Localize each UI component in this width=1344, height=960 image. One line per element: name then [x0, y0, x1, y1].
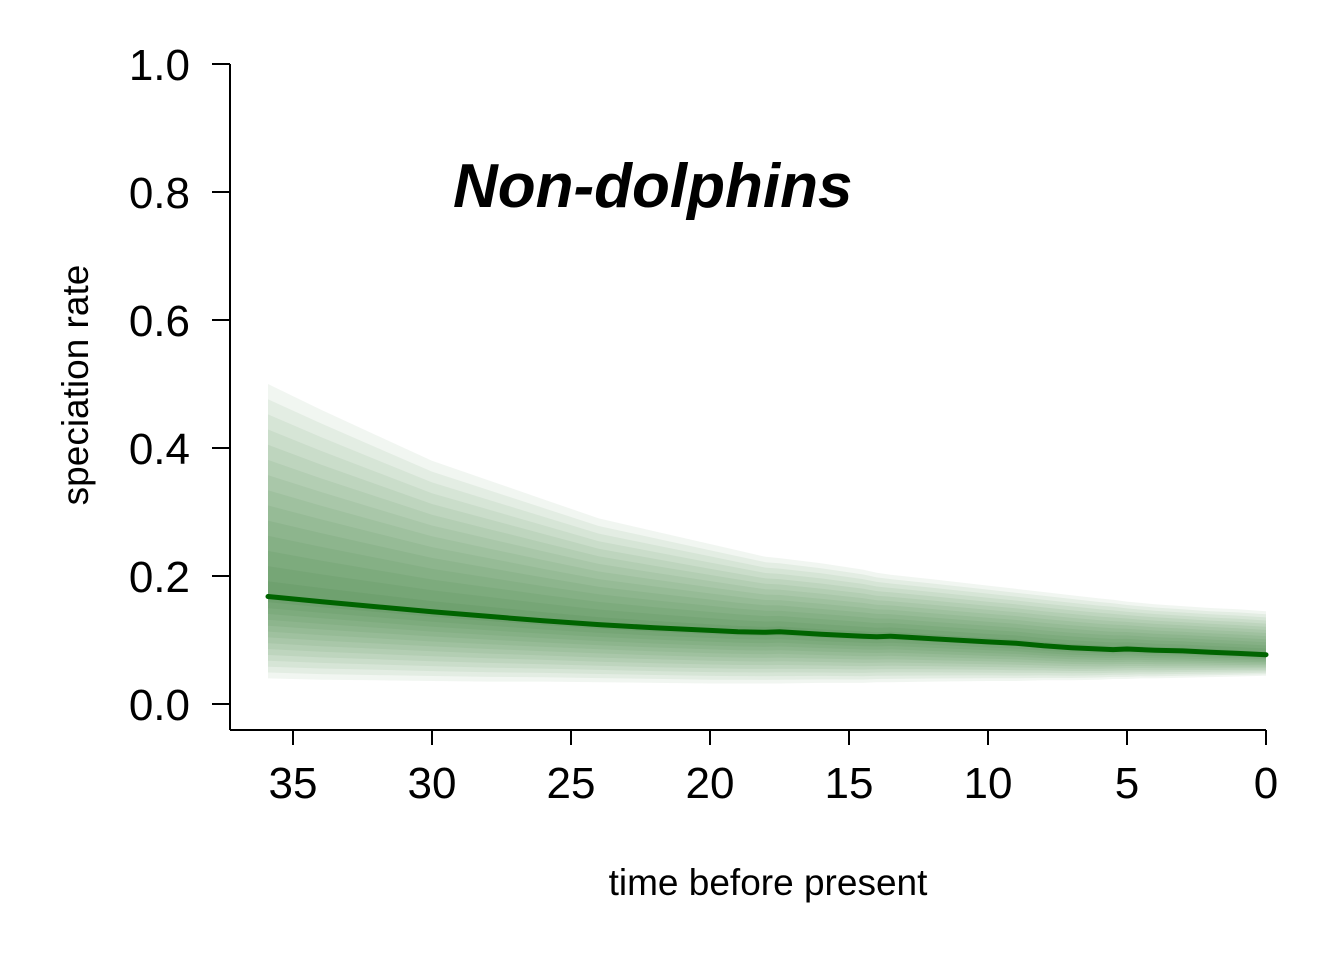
- y-tick-label: 0.0: [129, 681, 190, 730]
- x-tick-label: 10: [964, 759, 1013, 808]
- y-tick-label: 0.8: [129, 169, 190, 218]
- x-axis-label: time before present: [609, 862, 929, 903]
- y-tick-label: 0.4: [129, 425, 190, 474]
- y-tick-label: 1.0: [129, 41, 190, 90]
- uncertainty-band-layer: [268, 429, 1266, 674]
- x-tick-label: 5: [1115, 759, 1139, 808]
- uncertainty-band-layer: [268, 535, 1266, 661]
- y-axis-label: speciation rate: [55, 265, 96, 506]
- mean-rate-line: [265, 594, 1269, 658]
- uncertainty-band-layer: [268, 550, 1266, 660]
- x-tick-label: 0: [1254, 759, 1278, 808]
- uncertainty-band-layer: [268, 505, 1266, 664]
- uncertainty-band: [268, 384, 1266, 684]
- uncertainty-band-layer: [268, 399, 1266, 680]
- uncertainty-band-layer: [268, 520, 1266, 663]
- x-tick-label: 15: [825, 759, 874, 808]
- uncertainty-band-layer: [268, 444, 1266, 671]
- x-tick-label: 35: [269, 759, 318, 808]
- mean-rate-line-path: [265, 594, 1269, 658]
- x-tick-label: 30: [408, 759, 457, 808]
- chart-title: Non-dolphins: [453, 152, 852, 221]
- axes: 35 30 25 20 15 10 5 0 0.0 0.2 0.4 0.6 0.8 1.0: [129, 41, 1278, 808]
- x-tick-label: 25: [547, 759, 596, 808]
- uncertainty-band-layer: [268, 490, 1266, 666]
- uncertainty-band-layer: [268, 414, 1266, 677]
- y-tick-label: 0.6: [129, 297, 190, 346]
- x-tick-label: 20: [686, 759, 735, 808]
- y-tick-label: 0.2: [129, 553, 190, 602]
- uncertainty-band-layer: [268, 384, 1266, 684]
